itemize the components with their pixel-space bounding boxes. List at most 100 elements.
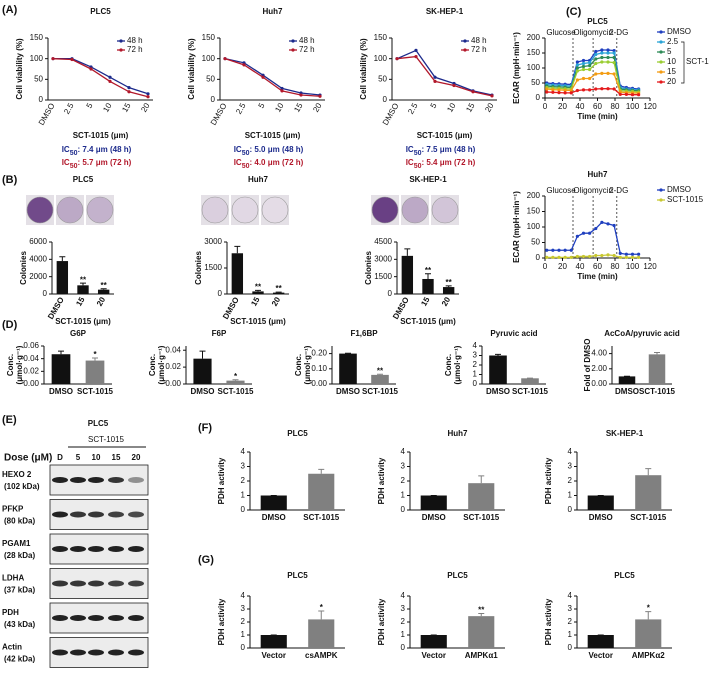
y-tick-label: 150 — [527, 207, 541, 216]
annotation-sub: 50 — [70, 150, 78, 157]
blot-band — [128, 477, 144, 483]
y-tick-label: 0.00 — [23, 379, 39, 388]
point — [630, 252, 635, 256]
annotation-part: IC — [406, 145, 414, 154]
point — [575, 69, 579, 73]
y-tick-label: 3 — [241, 462, 246, 471]
significance: ** — [425, 266, 432, 275]
significance: ** — [446, 278, 453, 287]
y-tick-label: 0 — [401, 505, 406, 514]
x-tick-label: DMSO — [191, 387, 215, 396]
legend-marker — [119, 39, 123, 43]
point — [618, 90, 622, 94]
event-label: Oligomycin — [573, 28, 613, 37]
y-tick-label: 2 — [473, 360, 478, 369]
y-tick-label: 1500 — [374, 272, 392, 281]
y-tick-label: 0.10 — [311, 364, 327, 373]
point — [612, 72, 616, 76]
point — [557, 255, 561, 259]
point — [612, 51, 616, 55]
x-tick-label: 20 — [558, 262, 567, 271]
x-axis-label: SCT-1015 (μm) — [245, 131, 301, 140]
y-tick-label: 2 — [401, 617, 406, 626]
blot-row-kda: (28 kDa) — [4, 551, 35, 560]
legend-marker — [659, 70, 663, 74]
y-tick-label: 2 — [568, 617, 573, 626]
blot-dose-label: Dose (μM) — [4, 453, 52, 464]
chart-title: AcCoA/pyruvic acid — [604, 329, 680, 338]
series-line — [546, 221, 639, 255]
chart-title: SK-HEP-1 — [409, 175, 447, 184]
bar — [231, 253, 244, 294]
y-tick-label: 1 — [401, 491, 406, 500]
well — [86, 196, 114, 224]
x-tick-label: 2.5 — [234, 101, 248, 116]
significance: ** — [80, 275, 87, 284]
x-tick-label: 80 — [611, 262, 620, 271]
point — [600, 48, 604, 52]
annotation-sub: 50 — [414, 150, 422, 157]
x-tick-label: DMSO — [422, 513, 446, 522]
legend-label: 72 h — [299, 45, 315, 54]
y-tick-label: 150 — [527, 48, 541, 57]
point — [606, 222, 610, 226]
annotation-part: IC — [62, 158, 70, 167]
blot-band — [52, 546, 68, 552]
x-tick-label: 100 — [626, 102, 640, 111]
y-tick-label: 0 — [388, 289, 393, 298]
bar — [308, 473, 335, 510]
blot-band — [52, 615, 68, 621]
well — [26, 196, 54, 224]
point — [612, 253, 616, 258]
significance: * — [93, 350, 97, 359]
x-tick-label: 0 — [543, 102, 548, 111]
point — [575, 254, 579, 259]
annotation: IC50: 7.4 μm (48 h) — [62, 145, 132, 157]
point — [618, 251, 622, 255]
point — [89, 67, 93, 71]
point — [280, 89, 284, 93]
y-axis-label: Conc. — [444, 354, 453, 376]
point — [581, 88, 586, 92]
x-tick-label: SCT-1015 — [303, 513, 340, 522]
point — [594, 253, 598, 258]
well — [231, 196, 259, 224]
y-axis-label: Colonies — [364, 251, 373, 285]
blot-band — [70, 615, 86, 621]
x-tick-label: Vector — [262, 651, 286, 660]
chart-title: G6P — [70, 329, 87, 338]
point — [600, 55, 604, 60]
chart-title: SK-HEP-1 — [426, 7, 464, 16]
legend-label: 15 — [667, 67, 676, 76]
point — [557, 88, 561, 92]
legend-label: SCT-1015 — [667, 195, 704, 204]
x-tick-label: 0 — [543, 262, 548, 271]
point — [575, 234, 579, 238]
point — [563, 255, 567, 259]
bar — [635, 619, 662, 648]
point — [594, 49, 598, 54]
point — [637, 252, 641, 256]
point — [612, 61, 616, 65]
chart-title: PLC5 — [614, 571, 635, 580]
annotation-sub: 50 — [414, 163, 422, 170]
x-tick-label: DMSO — [381, 102, 401, 127]
legend-marker — [291, 48, 295, 52]
point — [490, 94, 494, 98]
y-tick-label: 0 — [401, 643, 406, 652]
annotation-part: IC — [234, 145, 242, 154]
y-tick-label: 0.04 — [23, 354, 39, 363]
x-tick-label: 20 — [139, 101, 152, 114]
bar — [587, 635, 614, 648]
error-bar — [404, 248, 411, 256]
event-label: Glucose — [546, 28, 576, 37]
blot-title: PLC5 — [88, 419, 109, 428]
point — [581, 231, 586, 235]
legend-marker — [659, 30, 663, 34]
panel-label: (E) — [2, 414, 17, 426]
point — [588, 64, 592, 68]
point — [318, 94, 322, 98]
y-tick-label: 3000 — [374, 254, 392, 263]
point — [575, 63, 579, 67]
point — [545, 87, 549, 91]
